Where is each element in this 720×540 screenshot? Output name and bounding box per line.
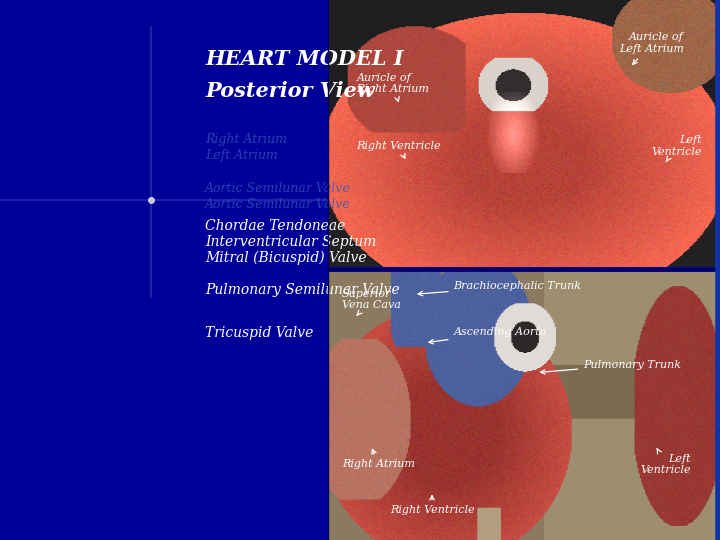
Text: Left Atrium: Left Atrium [205,149,278,163]
Text: Ascending Aorta: Ascending Aorta [429,327,547,344]
Text: Auricle of
Left Atrium: Auricle of Left Atrium [619,32,684,64]
Text: Tricuspid Valve: Tricuspid Valve [205,327,314,341]
Text: Right Ventricle: Right Ventricle [356,141,441,158]
Text: Right Atrium: Right Atrium [342,449,415,469]
Text: Right Atrium: Right Atrium [205,133,287,146]
Text: Left
Ventricle: Left Ventricle [652,135,702,161]
Text: Auricle of
Right Atrium: Auricle of Right Atrium [356,73,429,102]
Text: Left
Ventricle: Left Ventricle [641,448,691,475]
Text: Aortic Semilunar Valve: Aortic Semilunar Valve [205,198,351,211]
Text: Mitral (Bicuspid) Valve: Mitral (Bicuspid) Valve [205,251,366,265]
Text: Superior
Vena Cava: Superior Vena Cava [342,289,401,315]
Text: Brachiocephalic Trunk: Brachiocephalic Trunk [418,281,582,296]
Text: Pulmonary Semilunar Valve: Pulmonary Semilunar Valve [205,284,400,298]
Text: Interventricular Septum: Interventricular Septum [205,235,377,249]
Text: Right Ventricle: Right Ventricle [390,496,474,515]
Text: Pulmonary Trunk: Pulmonary Trunk [541,360,681,374]
Text: Aortic Semilunar Valve: Aortic Semilunar Valve [205,181,351,195]
Text: HEART MODEL I: HEART MODEL I [205,49,404,69]
Text: Chordae Tendoneae: Chordae Tendoneae [205,219,346,233]
Text: Posterior View: Posterior View [205,81,375,101]
